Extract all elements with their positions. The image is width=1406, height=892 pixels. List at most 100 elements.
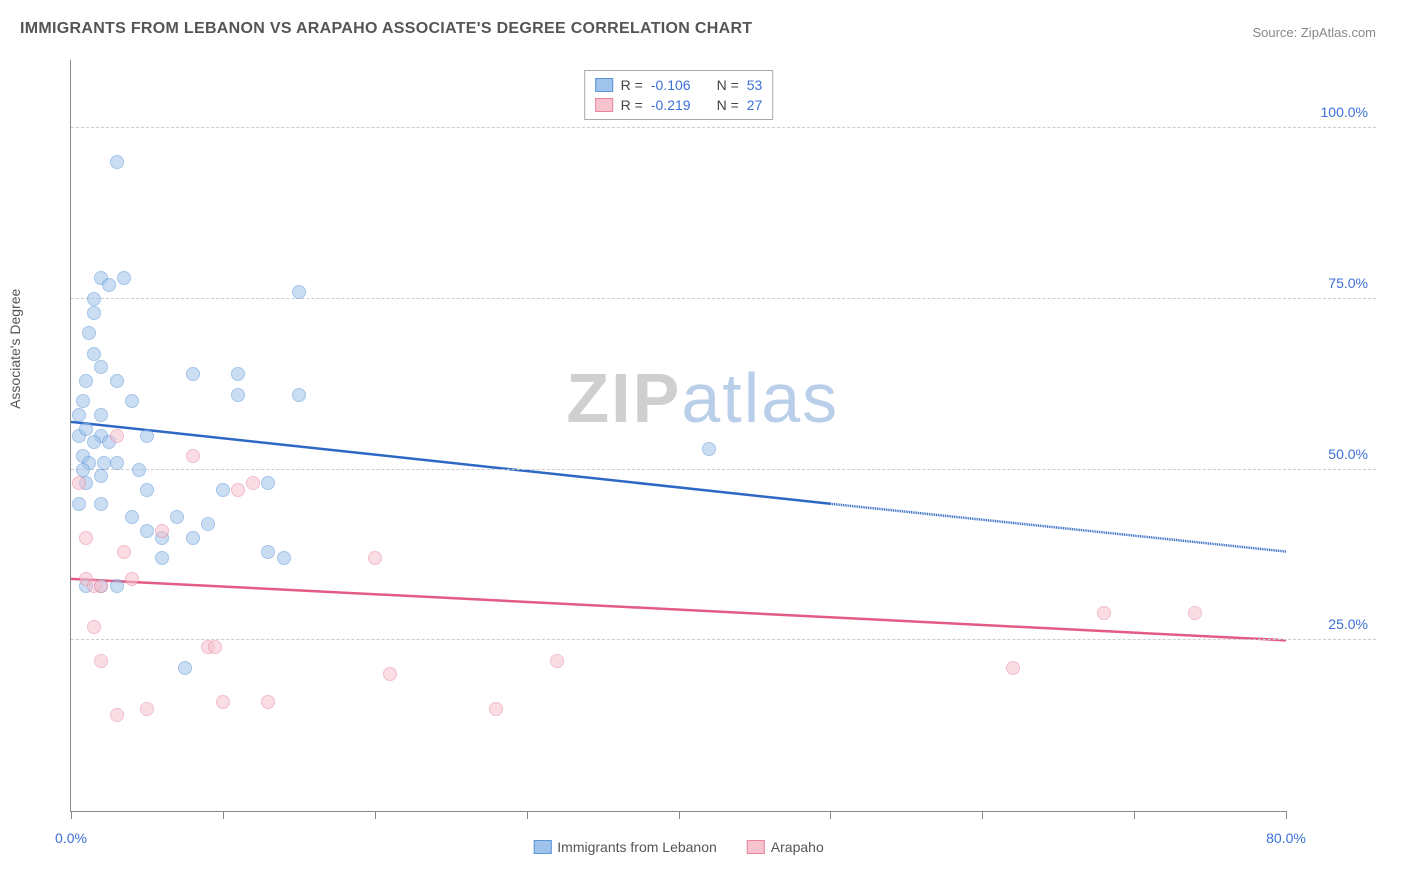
scatter-point xyxy=(216,483,230,497)
scatter-point xyxy=(140,524,154,538)
source-attribution: Source: ZipAtlas.com xyxy=(1252,25,1376,40)
x-tick xyxy=(71,811,72,819)
legend-item-b: Arapaho xyxy=(747,839,824,855)
scatter-point xyxy=(170,510,184,524)
scatter-point xyxy=(110,579,124,593)
scatter-point xyxy=(1097,606,1111,620)
scatter-point xyxy=(117,545,131,559)
y-axis-label: Associate's Degree xyxy=(7,289,23,409)
n-label: N = xyxy=(717,97,739,113)
r-label: R = xyxy=(621,77,643,93)
trend-lines-svg xyxy=(71,60,1286,811)
scatter-point xyxy=(87,435,101,449)
scatter-point xyxy=(110,429,124,443)
scatter-point xyxy=(117,271,131,285)
scatter-point xyxy=(155,551,169,565)
scatter-point xyxy=(72,408,86,422)
scatter-point xyxy=(186,367,200,381)
scatter-point xyxy=(87,306,101,320)
scatter-point xyxy=(140,702,154,716)
scatter-point xyxy=(208,640,222,654)
scatter-point xyxy=(140,483,154,497)
scatter-point xyxy=(94,579,108,593)
x-tick xyxy=(679,811,680,819)
n-value-b: 27 xyxy=(747,97,763,113)
scatter-point xyxy=(292,388,306,402)
x-tick xyxy=(830,811,831,819)
scatter-point xyxy=(125,572,139,586)
scatter-point xyxy=(155,524,169,538)
legend-label-b: Arapaho xyxy=(771,839,824,855)
y-tick-label: 50.0% xyxy=(1328,446,1368,462)
legend-swatch-a xyxy=(533,840,551,854)
scatter-point xyxy=(292,285,306,299)
scatter-point xyxy=(261,476,275,490)
scatter-point xyxy=(125,510,139,524)
scatter-point xyxy=(110,456,124,470)
scatter-point xyxy=(76,394,90,408)
scatter-point xyxy=(110,374,124,388)
trend-line xyxy=(71,422,830,504)
legend-item-a: Immigrants from Lebanon xyxy=(533,839,717,855)
gridline-h xyxy=(71,298,1376,299)
scatter-point xyxy=(110,155,124,169)
scatter-point xyxy=(383,667,397,681)
scatter-point xyxy=(125,394,139,408)
scatter-point xyxy=(79,531,93,545)
scatter-point xyxy=(76,463,90,477)
legend-swatch-b xyxy=(747,840,765,854)
y-tick-label: 25.0% xyxy=(1328,616,1368,632)
scatter-point xyxy=(186,449,200,463)
scatter-point xyxy=(102,278,116,292)
scatter-point xyxy=(702,442,716,456)
scatter-point xyxy=(94,360,108,374)
x-tick xyxy=(223,811,224,819)
scatter-point xyxy=(94,469,108,483)
scatter-point xyxy=(97,456,111,470)
scatter-point xyxy=(368,551,382,565)
scatter-point xyxy=(72,497,86,511)
scatter-point xyxy=(82,326,96,340)
x-tick xyxy=(375,811,376,819)
scatter-point xyxy=(94,654,108,668)
x-tick-label: 80.0% xyxy=(1266,830,1306,846)
gridline-h xyxy=(71,469,1376,470)
series-legend: Immigrants from Lebanon Arapaho xyxy=(533,839,823,855)
scatter-point xyxy=(140,429,154,443)
gridline-h xyxy=(71,127,1376,128)
y-tick-label: 100.0% xyxy=(1321,104,1368,120)
y-tick-label: 75.0% xyxy=(1328,275,1368,291)
scatter-point xyxy=(79,422,93,436)
scatter-point xyxy=(186,531,200,545)
legend-swatch-a xyxy=(595,78,613,92)
scatter-point xyxy=(550,654,564,668)
scatter-point xyxy=(231,367,245,381)
x-tick-label: 0.0% xyxy=(55,830,87,846)
legend-swatch-b xyxy=(595,98,613,112)
correlation-legend: R = -0.106 N = 53 R = -0.219 N = 27 xyxy=(584,70,774,120)
scatter-point xyxy=(261,695,275,709)
scatter-point xyxy=(79,374,93,388)
x-tick xyxy=(1134,811,1135,819)
scatter-point xyxy=(94,408,108,422)
x-tick xyxy=(982,811,983,819)
x-tick xyxy=(527,811,528,819)
legend-row-series-a: R = -0.106 N = 53 xyxy=(595,75,763,95)
scatter-point xyxy=(277,551,291,565)
scatter-point xyxy=(1006,661,1020,675)
scatter-point xyxy=(132,463,146,477)
scatter-point xyxy=(94,497,108,511)
scatter-point xyxy=(489,702,503,716)
scatter-point xyxy=(72,476,86,490)
legend-label-a: Immigrants from Lebanon xyxy=(557,839,717,855)
scatter-point xyxy=(87,347,101,361)
scatter-point xyxy=(201,517,215,531)
scatter-point xyxy=(178,661,192,675)
n-value-a: 53 xyxy=(747,77,763,93)
scatter-point xyxy=(231,483,245,497)
scatter-point xyxy=(231,388,245,402)
x-tick xyxy=(1286,811,1287,819)
gridline-h xyxy=(71,639,1376,640)
scatter-point xyxy=(246,476,260,490)
scatter-point xyxy=(261,545,275,559)
